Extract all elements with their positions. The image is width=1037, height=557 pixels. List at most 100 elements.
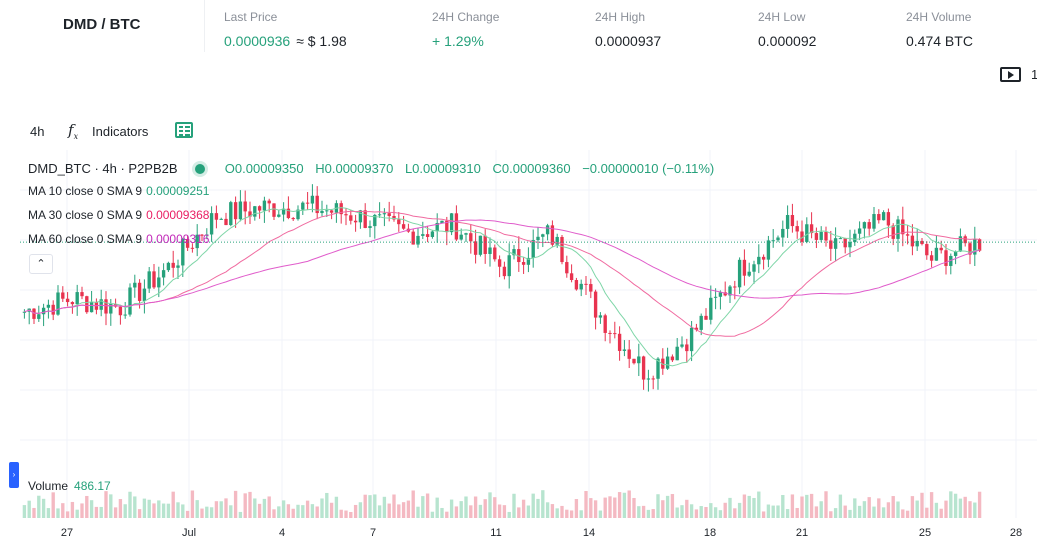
volume-bar xyxy=(382,496,387,518)
volume-bar xyxy=(190,490,195,518)
close-value: 0.00009360 xyxy=(501,161,571,176)
play-icon[interactable] xyxy=(1000,67,1021,82)
candle-body xyxy=(459,234,463,240)
candle-body xyxy=(728,286,732,296)
volume-bar xyxy=(670,494,675,518)
candle-body xyxy=(99,299,103,310)
chart-area[interactable]: DMD_BTC · 4h · P2PB2B O0.00009350 H0.000… xyxy=(0,150,1037,557)
volume-bar xyxy=(320,498,324,518)
candle-body xyxy=(161,270,166,278)
candle-body xyxy=(641,356,646,380)
volume-bar xyxy=(699,506,703,518)
volume-bar xyxy=(833,508,838,518)
candle-body xyxy=(195,234,199,249)
volume-bar xyxy=(368,495,372,518)
volume-bar xyxy=(397,504,401,518)
candle-body xyxy=(675,346,679,361)
candle-body xyxy=(368,226,372,228)
volume-bar xyxy=(493,497,497,518)
candle-body xyxy=(493,247,497,260)
volume-bar xyxy=(449,499,454,518)
candle-body xyxy=(905,234,910,236)
volume-bar xyxy=(867,497,871,518)
candle-body xyxy=(32,308,36,319)
candle-body xyxy=(358,210,363,223)
ma10-legend[interactable]: MA 10 close 0 SMA 9 0.00009251 xyxy=(28,184,209,198)
volume-bar xyxy=(781,495,785,518)
candle-body xyxy=(454,213,459,240)
volume-bar xyxy=(848,509,852,518)
candle-body xyxy=(488,247,492,254)
volume-bar xyxy=(123,504,127,518)
stat-value: + 1.29% xyxy=(432,33,484,49)
volume-bar xyxy=(877,498,881,518)
candle-body xyxy=(627,349,631,359)
candle-body xyxy=(824,231,828,241)
price-chart[interactable] xyxy=(0,150,1037,557)
ohlc-key: H xyxy=(315,161,325,176)
candle-body xyxy=(901,219,905,235)
candle-body xyxy=(315,195,319,214)
candle-body xyxy=(387,213,391,217)
volume-bar xyxy=(608,496,612,518)
volume-bar xyxy=(363,494,367,518)
candle-body xyxy=(75,292,79,305)
candle-body xyxy=(272,203,276,217)
candle-body xyxy=(843,238,847,248)
volume-bar xyxy=(339,509,343,518)
x-tick: 28 xyxy=(1009,527,1023,539)
candle-body xyxy=(392,216,396,220)
candle-body xyxy=(469,233,473,242)
volume-bar xyxy=(925,507,929,518)
volume-bar xyxy=(819,501,823,518)
volume-bar xyxy=(862,501,867,518)
x-tick: 7 xyxy=(369,527,377,539)
candle-body xyxy=(344,214,348,216)
stat-last-price: Last Price 0.0000936 ≈ $ 1.98 xyxy=(224,10,347,49)
volume-bar xyxy=(757,491,761,518)
volume-bar xyxy=(349,511,353,518)
volume-bar xyxy=(70,501,75,518)
candle-body xyxy=(867,222,871,229)
volume-bar xyxy=(478,504,483,518)
candle-body xyxy=(224,218,228,226)
candle-body xyxy=(277,214,281,217)
indicators-button[interactable]: Indicators xyxy=(92,124,149,139)
candle-body xyxy=(397,219,401,225)
candle-body xyxy=(608,332,612,334)
volume-bar xyxy=(488,492,492,518)
volume-bar xyxy=(977,491,982,518)
candle-body xyxy=(363,210,367,228)
x-tick: 21 xyxy=(795,527,809,539)
volume-bar xyxy=(718,510,723,518)
candle-body xyxy=(267,200,271,204)
volume-bar xyxy=(747,495,751,518)
volume-bar xyxy=(517,507,521,518)
volume-bar xyxy=(565,509,569,518)
volume-bar xyxy=(411,490,415,518)
chevron-up-icon[interactable]: ⌃ xyxy=(29,254,53,274)
candle-body xyxy=(670,356,675,361)
candle-body xyxy=(243,201,247,212)
volume-bar xyxy=(497,504,502,518)
candle-body xyxy=(829,240,833,249)
x-tick: 25 xyxy=(918,527,932,539)
pair-title[interactable]: DMD / BTC xyxy=(0,0,205,52)
candle-body xyxy=(747,271,751,276)
volume-bar xyxy=(61,503,65,518)
interval-button[interactable]: 4h xyxy=(30,124,45,139)
volume-bar xyxy=(550,504,555,518)
ma60-legend[interactable]: MA 60 close 0 SMA 9 0.00009316 xyxy=(28,232,209,246)
volume-bar xyxy=(128,491,132,518)
stat-value: 0.000092 xyxy=(758,33,817,49)
volume-bar xyxy=(910,496,915,518)
volume-value: 486.17 xyxy=(74,479,111,493)
open-value: 0.00009350 xyxy=(234,161,304,176)
ma30-legend[interactable]: MA 30 close 0 SMA 9 0.00009368 xyxy=(28,208,209,222)
fx-icon[interactable]: fx xyxy=(68,121,79,141)
volume-bar xyxy=(502,505,507,518)
chevron-right-icon[interactable]: › xyxy=(9,462,19,488)
volume-bar xyxy=(589,498,593,518)
candle-body xyxy=(262,200,267,211)
layout-template-icon[interactable] xyxy=(175,122,193,138)
